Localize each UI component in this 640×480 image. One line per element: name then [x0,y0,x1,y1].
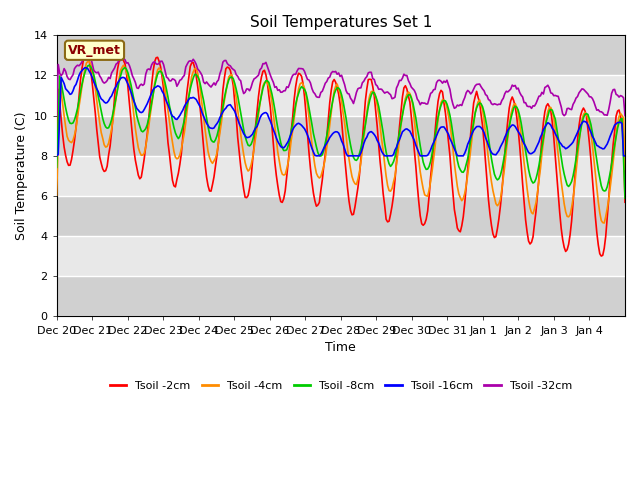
Bar [57,236,625,276]
Bar [57,36,625,75]
Bar [57,75,625,116]
Title: Soil Temperatures Set 1: Soil Temperatures Set 1 [250,15,432,30]
Bar [57,276,625,316]
Text: VR_met: VR_met [68,44,121,57]
Y-axis label: Soil Temperature (C): Soil Temperature (C) [15,112,28,240]
X-axis label: Time: Time [326,341,356,354]
Bar [57,116,625,156]
Legend: Tsoil -2cm, Tsoil -4cm, Tsoil -8cm, Tsoil -16cm, Tsoil -32cm: Tsoil -2cm, Tsoil -4cm, Tsoil -8cm, Tsoi… [105,376,577,395]
Bar [57,156,625,196]
Bar [57,196,625,236]
